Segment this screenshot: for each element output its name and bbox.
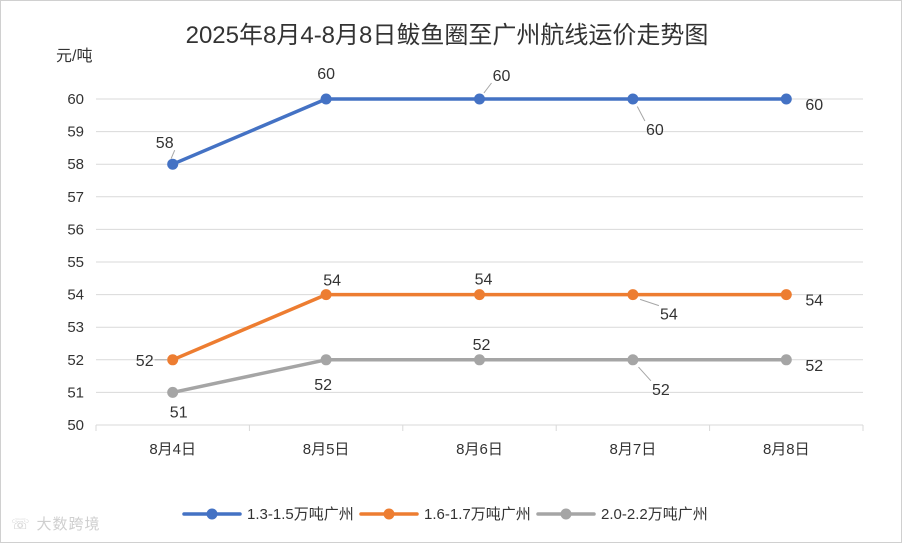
x-category-label: 8月7日 (610, 441, 657, 458)
y-axis-ticks: 50 51 52 53 54 55 56 57 58 59 60 (67, 91, 84, 434)
data-label: 60 (646, 122, 664, 139)
y-tick-label: 51 (67, 384, 84, 401)
legend-entry-label: 1.6-1.7万吨广州 (424, 506, 531, 523)
legend-entry-label: 2.0-2.2万吨广州 (601, 506, 708, 523)
y-tick-label: 60 (67, 91, 84, 108)
y-tick-label: 50 (67, 417, 84, 434)
y-axis-unit-label: 元/吨 (56, 47, 92, 65)
data-point-marker (320, 354, 332, 366)
y-tick-label: 56 (67, 221, 84, 238)
data-label-leader-line (636, 106, 646, 122)
data-label: 58 (156, 135, 174, 152)
data-label: 52 (652, 382, 670, 399)
data-point-marker (780, 93, 792, 105)
x-category-label: 8月4日 (149, 441, 196, 458)
data-label: 60 (317, 66, 335, 83)
data-label: 52 (314, 377, 332, 394)
data-point-marker (320, 93, 332, 105)
watermark: ☏ 大数跨境 (11, 513, 101, 534)
x-axis-categories: 8月4日 8月5日 8月6日 8月7日 8月8日 (149, 441, 809, 458)
y-tick-label: 55 (67, 254, 84, 271)
data-point-marker (780, 289, 792, 301)
data-label: 54 (323, 273, 341, 290)
data-label-leader-line (483, 82, 492, 94)
data-point-marker (167, 354, 179, 366)
legend-marker (206, 508, 218, 520)
legend-marker (560, 508, 572, 520)
legend: 1.3-1.5万吨广州 1.6-1.7万吨广州 2.0-2.2万吨广州 (182, 506, 708, 523)
data-point-marker (474, 354, 485, 366)
chart-title: 2025年8月4-8月8日鲅鱼圈至广州航线运价走势图 (186, 22, 709, 49)
data-point-marker (474, 289, 485, 301)
x-category-label: 8月6日 (456, 441, 503, 458)
data-point-marker (627, 354, 639, 366)
y-tick-label: 54 (67, 287, 84, 304)
data-label: 51 (170, 404, 188, 421)
data-point-marker (627, 289, 639, 301)
data-labels: 58 60 60 60 60 52 54 54 54 54 51 52 52 52 52 (136, 66, 823, 421)
data-label: 52 (136, 353, 154, 370)
data-label-leader-line (638, 366, 652, 382)
data-point-marker (167, 158, 179, 170)
y-tick-label: 59 (67, 124, 84, 141)
watermark-text: 大数跨境 (36, 515, 101, 533)
data-label: 54 (660, 307, 678, 324)
y-tick-label: 52 (67, 352, 84, 369)
data-point-marker (167, 386, 179, 398)
legend-marker (383, 508, 395, 520)
x-category-label: 8月5日 (303, 441, 350, 458)
data-label-leader-line (639, 298, 660, 307)
data-label: 54 (805, 293, 823, 310)
data-label: 54 (475, 272, 493, 289)
data-label: 52 (805, 358, 823, 375)
legend-entry-label: 1.3-1.5万吨广州 (247, 506, 354, 523)
x-category-label: 8月8日 (763, 441, 810, 458)
series-lines (167, 93, 792, 398)
y-tick-label: 58 (67, 156, 84, 173)
data-label: 52 (473, 337, 491, 354)
data-label: 60 (805, 97, 823, 114)
data-point-marker (320, 289, 332, 301)
data-point-marker (474, 93, 485, 105)
data-label-leader-line (170, 150, 176, 159)
data-label: 60 (493, 68, 511, 85)
watermark-logo-icon: ☏ (11, 515, 37, 533)
y-tick-label: 57 (67, 189, 84, 206)
data-point-marker (627, 93, 639, 105)
data-point-marker (780, 354, 792, 366)
y-tick-label: 53 (67, 319, 84, 336)
